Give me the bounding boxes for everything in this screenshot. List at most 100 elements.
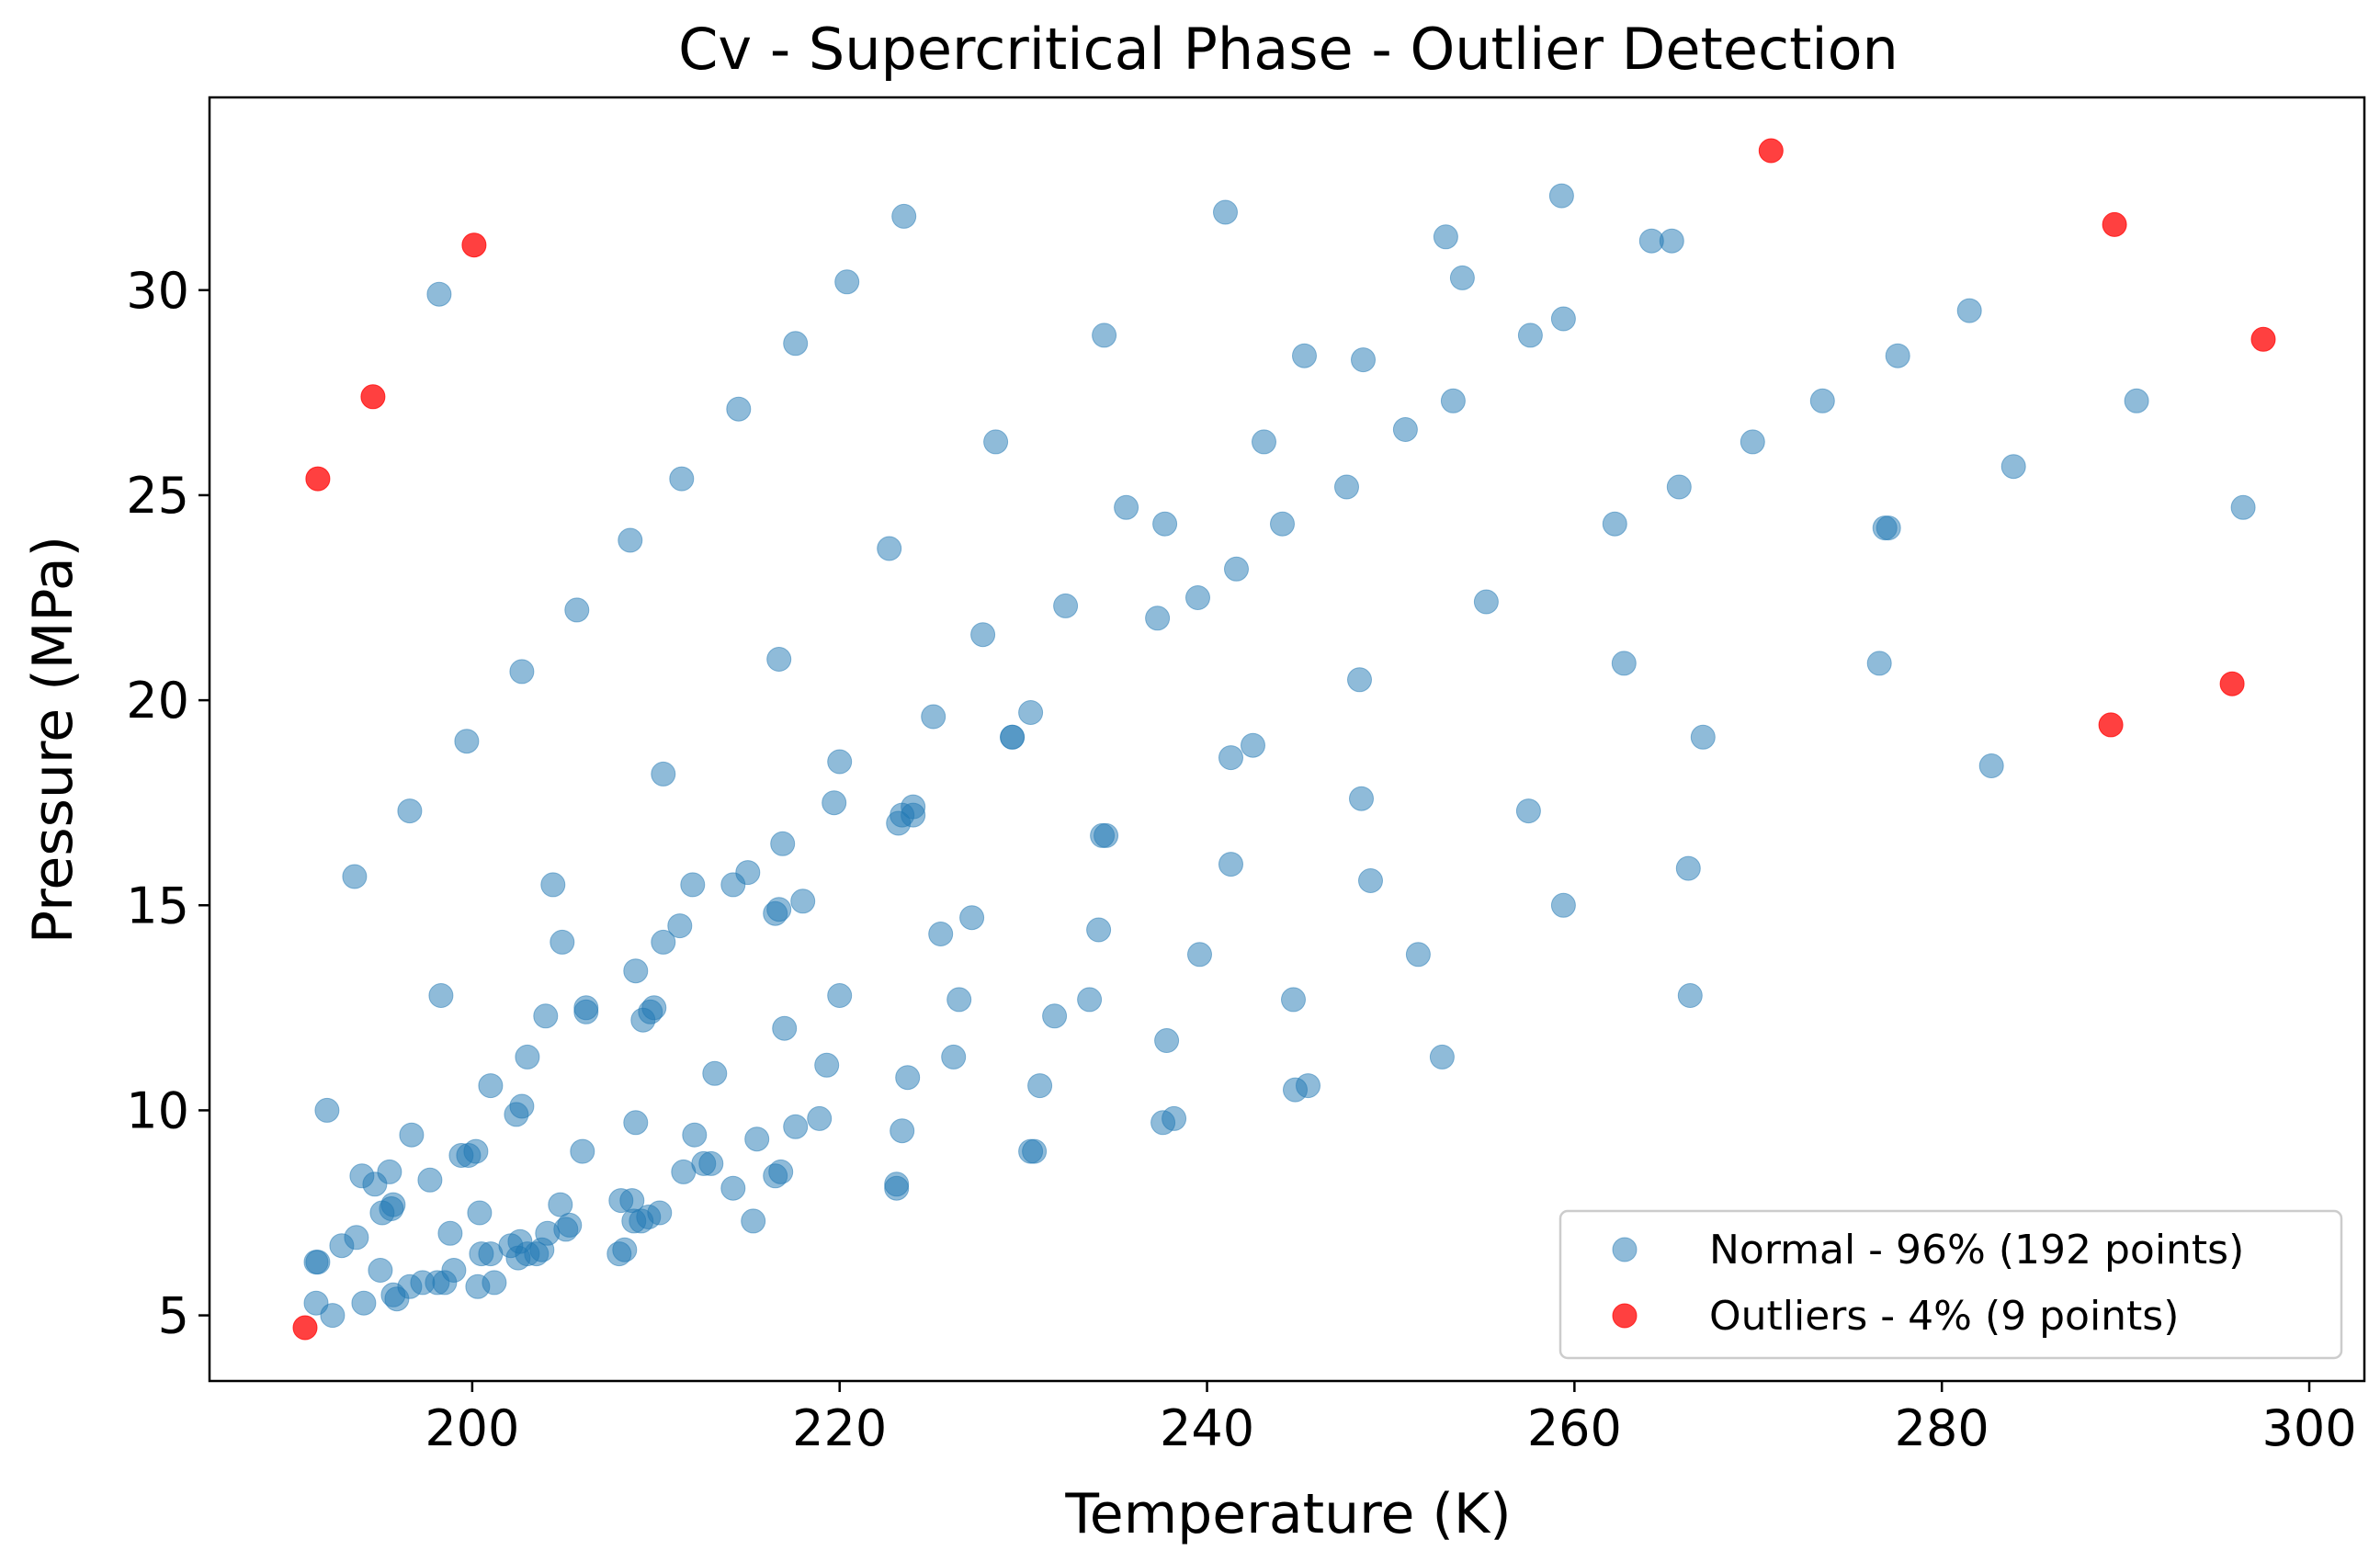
outlier-point [2250, 326, 2276, 352]
normal-point [509, 659, 535, 685]
plot-marks [292, 138, 2276, 1341]
normal-point [1094, 822, 1119, 848]
normal-point [454, 729, 480, 754]
plot-frame [208, 96, 2366, 1383]
normal-point [814, 1052, 840, 1078]
normal-point [669, 466, 695, 492]
normal-point [790, 889, 816, 914]
normal-point [314, 1097, 340, 1123]
x-tick-label: 300 [2261, 1399, 2356, 1457]
normal-point [1429, 1044, 1455, 1070]
y-axis-label: Pressure (MPa) [21, 536, 85, 944]
x-tick-label: 200 [425, 1399, 519, 1457]
normal-point [827, 749, 853, 775]
legend-marker-outliers [1612, 1303, 1638, 1329]
outlier-point [461, 232, 487, 258]
normal-point [1392, 417, 1418, 442]
normal-point [1241, 732, 1265, 758]
normal-point [478, 1073, 504, 1099]
legend-label-normal: Normal - 96% (192 points) [1709, 1227, 2244, 1273]
normal-point [1978, 753, 2004, 778]
normal-point [1185, 585, 1210, 610]
normal-point [1349, 786, 1374, 811]
normal-point [651, 929, 676, 955]
normal-point [1053, 593, 1079, 618]
normal-point [441, 1258, 467, 1283]
normal-point [1162, 1105, 1187, 1131]
normal-point [766, 647, 792, 672]
normal-point [766, 897, 792, 922]
normal-point [2000, 454, 2026, 480]
normal-point [399, 1122, 425, 1148]
normal-point [320, 1303, 346, 1329]
normal-point [1690, 724, 1716, 750]
outlier-point [2098, 712, 2124, 738]
normal-point [983, 429, 1009, 455]
legend-box [1558, 1209, 2343, 1360]
normal-point [351, 1290, 377, 1316]
normal-point [623, 1110, 649, 1136]
normal-point [877, 536, 902, 561]
legend-marker-normal [1612, 1237, 1638, 1262]
normal-point [1956, 298, 1982, 323]
normal-point [1740, 429, 1765, 455]
normal-point [1473, 589, 1499, 615]
normal-point [305, 1250, 331, 1275]
normal-point [515, 1044, 540, 1070]
normal-point [1876, 515, 1901, 541]
y-tick-label: 20 [126, 672, 189, 730]
normal-point [1666, 474, 1692, 500]
chart-title: Cv - Supercritical Phase - Outlier Detec… [678, 16, 1898, 83]
normal-point [573, 995, 599, 1021]
normal-point [1296, 1073, 1320, 1099]
normal-point [822, 790, 847, 816]
legend-label-outliers: Outliers - 4% (9 points) [1709, 1293, 2179, 1340]
x-axis: 200 220 240 260 280 300 [425, 1381, 2357, 1457]
normal-point [377, 1159, 402, 1184]
normal-point [1334, 474, 1359, 500]
normal-point [702, 1060, 728, 1086]
normal-point [1270, 511, 1295, 537]
normal-point [2230, 494, 2256, 520]
normal-point [1515, 798, 1541, 824]
normal-point [726, 396, 752, 422]
normal-point [1440, 388, 1466, 413]
x-tick-label: 220 [792, 1399, 887, 1457]
normal-point [946, 987, 972, 1013]
normal-point [1358, 868, 1383, 893]
normal-point [744, 1126, 770, 1152]
normal-point [807, 1105, 833, 1131]
normal-point [682, 1122, 708, 1148]
normal-point [1517, 323, 1543, 348]
y-tick-label: 30 [126, 262, 189, 320]
normal-point [1042, 1003, 1068, 1029]
normal-point [834, 269, 860, 295]
y-tick-label: 25 [126, 467, 189, 525]
normal-point [1187, 942, 1212, 968]
normal-point [651, 761, 676, 787]
normal-point [1347, 667, 1372, 693]
normal-point [1000, 724, 1026, 750]
y-axis: 5 10 15 20 25 30 [126, 262, 210, 1345]
normal-point [1611, 651, 1637, 676]
normal-point [1077, 987, 1103, 1013]
normal-point [428, 983, 454, 1008]
x-tick-label: 260 [1527, 1399, 1622, 1457]
normal-point [783, 1114, 809, 1139]
normal-point [379, 1196, 404, 1221]
normal-point [342, 864, 368, 889]
normal-point [928, 922, 954, 946]
normal-point [1252, 429, 1276, 455]
normal-point [770, 831, 796, 856]
normal-point [397, 798, 423, 824]
normal-point [890, 1118, 915, 1144]
normal-point [570, 1138, 595, 1164]
normal-point [901, 802, 926, 828]
normal-point [426, 281, 452, 307]
normal-point [1433, 224, 1458, 250]
normal-point [1154, 1028, 1180, 1053]
normal-point [463, 1138, 489, 1164]
normal-point [1351, 347, 1376, 373]
normal-point [667, 913, 693, 939]
normal-point [467, 1200, 493, 1226]
